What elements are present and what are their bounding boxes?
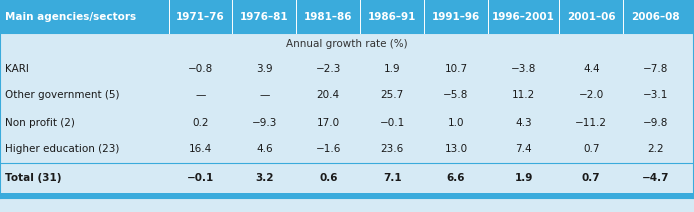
Text: 1.9: 1.9: [514, 173, 533, 183]
Text: 2.2: 2.2: [647, 145, 663, 155]
Text: 25.7: 25.7: [380, 91, 404, 100]
Text: −11.2: −11.2: [575, 117, 607, 127]
Text: 7.4: 7.4: [516, 145, 532, 155]
Text: −4.7: −4.7: [641, 173, 669, 183]
Text: −2.0: −2.0: [579, 91, 604, 100]
Text: 17.0: 17.0: [316, 117, 340, 127]
Text: −0.1: −0.1: [380, 117, 405, 127]
Text: −3.1: −3.1: [643, 91, 668, 100]
Text: 1976–81: 1976–81: [240, 11, 289, 21]
Text: 1971–76: 1971–76: [176, 11, 225, 21]
Text: 11.2: 11.2: [512, 91, 535, 100]
Text: 4.4: 4.4: [583, 64, 600, 74]
Text: −9.8: −9.8: [643, 117, 668, 127]
Text: 16.4: 16.4: [189, 145, 212, 155]
Bar: [0, 193, 694, 198]
Text: 7.1: 7.1: [383, 173, 401, 183]
Text: −9.3: −9.3: [252, 117, 277, 127]
Text: 1991–96: 1991–96: [432, 11, 480, 21]
Text: 23.6: 23.6: [380, 145, 404, 155]
Text: —: —: [196, 91, 205, 100]
Text: Other government (5): Other government (5): [5, 91, 119, 100]
Text: −0.1: −0.1: [187, 173, 214, 183]
Text: 1996–2001: 1996–2001: [492, 11, 555, 21]
Bar: [0, 0, 694, 33]
Text: 13.0: 13.0: [444, 145, 468, 155]
Text: 1.9: 1.9: [384, 64, 400, 74]
Text: 3.2: 3.2: [255, 173, 273, 183]
Text: 0.7: 0.7: [583, 145, 600, 155]
Text: 6.6: 6.6: [447, 173, 465, 183]
Text: 10.7: 10.7: [444, 64, 468, 74]
Text: KARI: KARI: [5, 64, 29, 74]
Text: −0.8: −0.8: [188, 64, 213, 74]
Text: −2.3: −2.3: [316, 64, 341, 74]
Text: 0.2: 0.2: [192, 117, 209, 127]
Text: 4.3: 4.3: [516, 117, 532, 127]
Text: Higher education (23): Higher education (23): [5, 145, 119, 155]
Text: —: —: [260, 91, 269, 100]
Text: 1986–91: 1986–91: [368, 11, 416, 21]
Bar: [0, 33, 694, 198]
Text: Total (31): Total (31): [5, 173, 62, 183]
Text: −7.8: −7.8: [643, 64, 668, 74]
Text: 0.7: 0.7: [582, 173, 600, 183]
Text: Annual growth rate (%): Annual growth rate (%): [286, 39, 408, 49]
Text: Main agencies/sectors: Main agencies/sectors: [5, 11, 136, 21]
Text: −3.8: −3.8: [511, 64, 536, 74]
Text: 20.4: 20.4: [316, 91, 340, 100]
Text: −5.8: −5.8: [443, 91, 468, 100]
Text: 2006–08: 2006–08: [631, 11, 679, 21]
Text: 2001–06: 2001–06: [567, 11, 616, 21]
Text: −1.6: −1.6: [316, 145, 341, 155]
Text: 0.6: 0.6: [319, 173, 337, 183]
Text: 3.9: 3.9: [256, 64, 273, 74]
Text: Non profit (2): Non profit (2): [5, 117, 75, 127]
Text: 1.0: 1.0: [448, 117, 464, 127]
Text: 1981–86: 1981–86: [304, 11, 353, 21]
Text: 4.6: 4.6: [256, 145, 273, 155]
